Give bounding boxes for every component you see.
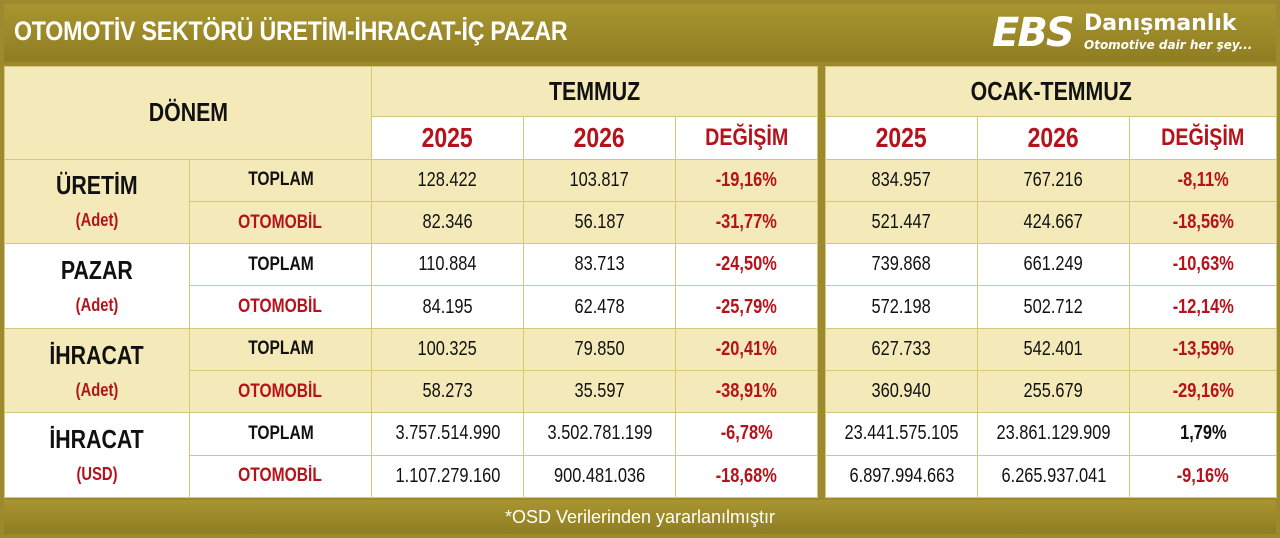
month-group-header: TEMMUZ bbox=[370, 65, 819, 118]
value-cell: 6.265.937.041 bbox=[977, 454, 1130, 499]
value-cell: 661.249 bbox=[977, 243, 1130, 287]
change-header: DEĞİŞİM bbox=[1128, 116, 1278, 160]
row-label-toplam: TOPLAM bbox=[189, 243, 372, 287]
value-cell: 521.447 bbox=[825, 200, 978, 245]
change-cell: -6,78% bbox=[674, 412, 819, 456]
ebs-logo: EBS Danışmanlık Otomotive dair her şey..… bbox=[992, 10, 1262, 58]
table-row: İHRACAT (Adet) TOPLAM 100.325 79.850 -20… bbox=[4, 327, 819, 414]
value-cell: 739.868 bbox=[825, 243, 978, 287]
table-row: 834.957 767.216 -8,11% bbox=[825, 158, 1278, 202]
value-cell: 900.481.036 bbox=[523, 454, 676, 499]
logo-tagline: Otomotive dair her şey... bbox=[1084, 38, 1253, 52]
change-cell: -31,77% bbox=[674, 200, 819, 245]
value-cell: 56.187 bbox=[523, 200, 676, 245]
value-cell: 35.597 bbox=[523, 370, 676, 414]
change-cell: -25,79% bbox=[674, 285, 819, 329]
value-cell: 100.325 bbox=[371, 327, 524, 372]
footer-bar: *OSD Verilerinden yararlanılmıştır bbox=[4, 500, 1276, 534]
value-cell: 83.713 bbox=[523, 243, 676, 287]
value-cell: 502.712 bbox=[977, 285, 1130, 329]
year-2025-header: 2025 bbox=[825, 116, 978, 160]
change-cell: -18,68% bbox=[674, 454, 819, 499]
monthly-panel: DÖNEM TEMMUZ 2025 2026 DEĞİŞİM ÜRETİM (A… bbox=[4, 65, 819, 499]
value-cell: 1.107.279.160 bbox=[371, 454, 524, 499]
table-row: OTOMOBİL 84.195 62.478 -25,79% bbox=[5, 285, 819, 329]
ytd-group-header: OCAK-TEMMUZ bbox=[824, 65, 1278, 118]
value-cell: 62.478 bbox=[523, 285, 676, 329]
value-cell: 82.346 bbox=[371, 200, 524, 245]
value-cell: 103.817 bbox=[523, 158, 676, 202]
value-cell: 128.422 bbox=[371, 158, 524, 202]
change-cell: -19,16% bbox=[674, 158, 819, 202]
value-cell: 84.195 bbox=[371, 285, 524, 329]
table-row: OTOMOBİL 1.107.279.160 900.481.036 -18,6… bbox=[5, 454, 819, 499]
change-cell: -38,91% bbox=[674, 370, 819, 414]
value-cell: 6.897.994.663 bbox=[825, 454, 978, 499]
table-row: ÜRETİM (Adet) TOPLAM 128.422 103.817 -19… bbox=[4, 158, 819, 245]
category-uretim: ÜRETİM (Adet) bbox=[4, 158, 190, 245]
value-cell: 424.667 bbox=[977, 200, 1130, 245]
value-cell: 79.850 bbox=[523, 327, 676, 372]
table-row: OTOMOBİL 58.273 35.597 -38,91% bbox=[5, 370, 819, 414]
table-row: İHRACAT (USD) TOPLAM 3.757.514.990 3.502… bbox=[4, 412, 819, 498]
change-cell: -8,11% bbox=[1128, 158, 1278, 202]
category-pazar: PAZAR (Adet) bbox=[4, 243, 190, 329]
change-cell: -9,16% bbox=[1128, 454, 1278, 499]
change-header: DEĞİŞİM bbox=[674, 116, 819, 160]
value-cell: 627.733 bbox=[825, 327, 978, 372]
row-label-otomobil: OTOMOBİL bbox=[189, 285, 372, 329]
value-cell: 58.273 bbox=[371, 370, 524, 414]
change-cell: -18,56% bbox=[1128, 200, 1278, 245]
row-label-otomobil: OTOMOBİL bbox=[189, 454, 372, 499]
value-cell: 23.441.575.105 bbox=[825, 412, 978, 456]
row-label-toplam: TOPLAM bbox=[189, 158, 372, 202]
value-cell: 360.940 bbox=[825, 370, 978, 414]
logo-name: Danışmanlık bbox=[1084, 11, 1237, 36]
change-cell: -13,59% bbox=[1128, 327, 1278, 372]
source-note: *OSD Verilerinden yararlanılmıştır bbox=[504, 507, 776, 527]
row-label-otomobil: OTOMOBİL bbox=[189, 370, 372, 414]
row-label-toplam: TOPLAM bbox=[189, 412, 372, 456]
change-cell: -24,50% bbox=[674, 243, 819, 287]
value-cell: 110.884 bbox=[371, 243, 524, 287]
table-row: 23.441.575.105 23.861.129.909 1,79% bbox=[825, 412, 1278, 456]
table-row: OTOMOBİL 82.346 56.187 -31,77% bbox=[5, 200, 819, 245]
row-label-toplam: TOPLAM bbox=[189, 327, 372, 372]
value-cell: 572.198 bbox=[825, 285, 978, 329]
row-label-otomobil: OTOMOBİL bbox=[189, 200, 372, 245]
monthly-table: DÖNEM TEMMUZ 2025 2026 DEĞİŞİM ÜRETİM (A… bbox=[4, 65, 819, 499]
table-row: 572.198 502.712 -12,14% bbox=[825, 285, 1278, 329]
value-cell: 3.757.514.990 bbox=[371, 412, 524, 456]
table-row: 739.868 661.249 -10,63% bbox=[825, 243, 1278, 287]
category-ihracat-adet: İHRACAT (Adet) bbox=[4, 327, 190, 414]
page-title: OTOMOTİV SEKTÖRÜ ÜRETİM-İHRACAT-İÇ PAZAR bbox=[14, 16, 568, 46]
value-cell: 3.502.781.199 bbox=[523, 412, 676, 456]
ytd-panel: OCAK-TEMMUZ 2025 2026 DEĞİŞİM 834.957 76… bbox=[824, 65, 1278, 499]
value-cell: 23.861.129.909 bbox=[977, 412, 1130, 456]
table-row: 627.733 542.401 -13,59% bbox=[825, 327, 1278, 372]
ytd-table: OCAK-TEMMUZ 2025 2026 DEĞİŞİM 834.957 76… bbox=[824, 65, 1278, 499]
table-row: PAZAR (Adet) TOPLAM 110.884 83.713 -24,5… bbox=[4, 243, 819, 329]
period-header: DÖNEM bbox=[4, 66, 372, 160]
table-row: 521.447 424.667 -18,56% bbox=[825, 200, 1278, 245]
year-2025-header: 2025 bbox=[371, 116, 524, 160]
change-cell: 1,79% bbox=[1128, 412, 1278, 456]
table-row: 360.940 255.679 -29,16% bbox=[825, 370, 1278, 414]
value-cell: 255.679 bbox=[977, 370, 1130, 414]
change-cell: -20,41% bbox=[674, 327, 819, 372]
year-2026-header: 2026 bbox=[977, 116, 1130, 160]
value-cell: 767.216 bbox=[977, 158, 1130, 202]
change-cell: -10,63% bbox=[1128, 243, 1278, 287]
title-bar: OTOMOTİV SEKTÖRÜ ÜRETİM-İHRACAT-İÇ PAZAR… bbox=[4, 4, 1276, 62]
change-cell: -29,16% bbox=[1128, 370, 1278, 414]
change-cell: -12,14% bbox=[1128, 285, 1278, 329]
category-ihracat-usd: İHRACAT (USD) bbox=[4, 412, 190, 498]
value-cell: 834.957 bbox=[825, 158, 978, 202]
logo-letters: EBS bbox=[992, 10, 1075, 56]
table-row: 6.897.994.663 6.265.937.041 -9,16% bbox=[825, 454, 1278, 499]
value-cell: 542.401 bbox=[977, 327, 1130, 372]
year-2026-header: 2026 bbox=[523, 116, 676, 160]
